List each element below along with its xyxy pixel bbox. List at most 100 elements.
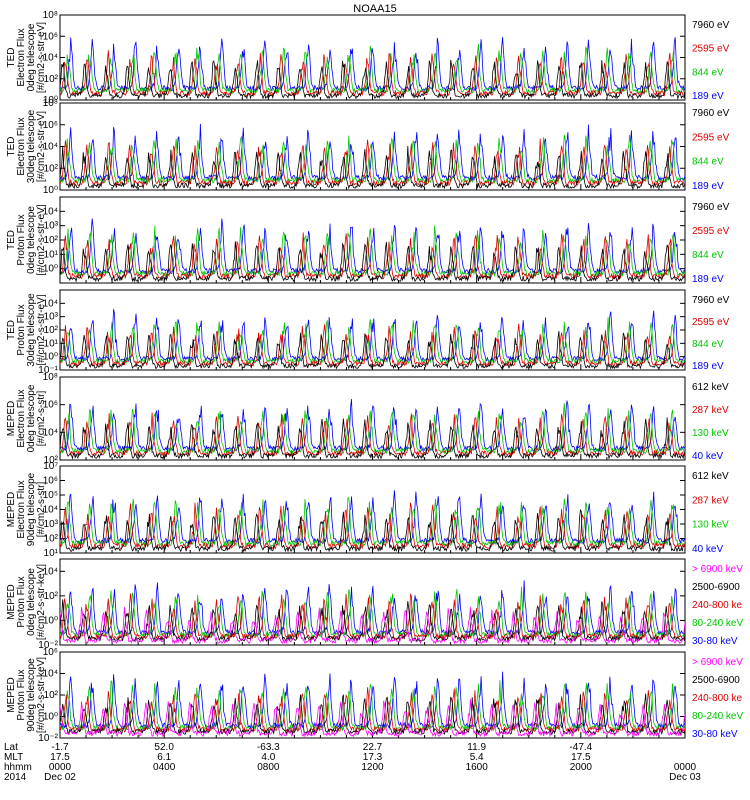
x-tick-label: Dec 02: [44, 772, 76, 783]
traces: [60, 490, 685, 553]
series-trace: [60, 497, 685, 548]
y-axis-label: 90deg telescope: [26, 658, 37, 732]
x-tick-label: 0000: [674, 762, 697, 773]
x-tick-label: 1600: [466, 762, 489, 773]
y-tick-label: 10³: [44, 312, 59, 323]
x-axis-row-label: MLT: [4, 752, 23, 763]
y-axis-label: Electron Flux: [16, 480, 27, 538]
legend-entry: 189 eV: [692, 361, 724, 372]
y-axis-label: [#/cm2-s-str-eV]: [36, 111, 47, 182]
y-axis-label: [#/cm2-s-str]: [36, 482, 47, 538]
y-axis-label: [#/cm2-s-str-keV]: [36, 564, 47, 640]
series-trace: [60, 508, 685, 553]
legend-entry: 130 keV: [692, 520, 729, 531]
y-tick-label: 10⁸: [43, 10, 58, 21]
y-axis-label: 90deg telescope: [26, 472, 37, 546]
x-tick-label: -63.3: [257, 742, 280, 753]
y-axis-label: MEPED: [6, 492, 17, 528]
y-axis-label: TED: [6, 320, 17, 340]
y-tick-label: 10⁰: [43, 185, 58, 196]
y-tick-label: 10⁴: [43, 566, 58, 577]
panel-6: 10¹ 10² 10³ 10⁴ 10⁵ 10⁶ 10⁷ MEPED Electron Flux 9…: [6, 461, 729, 559]
legend-entry: 189 eV: [692, 181, 724, 192]
y-tick-label: 10⁶: [43, 647, 58, 658]
legend-entry: 7960 eV: [692, 20, 730, 31]
y-tick-label: 10⁻²: [38, 640, 58, 651]
y-tick-label: 10²: [44, 534, 59, 545]
y-axis-label: MEPED: [6, 677, 17, 713]
panel-8: 10⁻² 10⁰ 10² 10⁴ 10⁶ MEPED Proton Flux 90deg te…: [6, 647, 743, 744]
y-axis-label: 0deg telescope: [26, 206, 37, 274]
series-trace: [60, 699, 685, 738]
y-axis-label: Proton Flux: [16, 214, 27, 265]
y-axis-label: MEPED: [6, 401, 17, 437]
legend-entry: 30-80 keV: [692, 636, 738, 647]
x-tick-label: 11.9: [467, 742, 486, 753]
y-tick-label: 10⁸: [43, 372, 58, 383]
y-tick-label: 10²: [44, 591, 59, 602]
y-tick-label: 10⁸: [43, 98, 58, 109]
x-tick-label: -1.7: [51, 742, 69, 753]
traces: [60, 399, 685, 460]
legend-entry: > 6900 keV: [692, 657, 743, 668]
y-tick-label: 10²: [44, 455, 59, 466]
y-axis-label: [#/cm2-s-str-keV]: [36, 657, 47, 733]
series-trace: [60, 134, 685, 185]
y-tick-label: 10²: [44, 163, 59, 174]
legend-entry: 130 keV: [692, 428, 729, 439]
series-trace: [60, 37, 685, 93]
panel-frame: [59, 196, 686, 284]
series-trace: [60, 218, 685, 275]
panel-4: 10⁻¹ 10⁰ 10¹ 10² 10³ 10⁴ TED Proton Flux 30deg t…: [6, 289, 730, 376]
series-trace: [60, 502, 685, 550]
y-tick-label: 10⁴: [43, 669, 58, 680]
panel-frame: [59, 651, 686, 739]
legend-entry: 2500-6900: [692, 582, 740, 593]
panel-5: 10² 10⁴ 10⁶ 10⁸ MEPED Electron Flux 0deg teles…: [6, 372, 729, 466]
y-tick-label: 10⁰: [43, 264, 58, 275]
y-tick-label: 10²: [44, 325, 59, 336]
y-tick-label: 10⁶: [43, 476, 58, 487]
x-tick-label: 4.0: [261, 752, 275, 763]
y-tick-label: 10⁷: [43, 461, 58, 472]
legend-entry: 2595 eV: [692, 44, 730, 55]
panel-2: 10⁰ 10² 10⁴ 10⁶ 10⁸ TED Electron Flux 30deg tel…: [6, 98, 730, 196]
y-axis-label: 0deg telescope: [26, 23, 37, 91]
traces: [60, 671, 685, 738]
y-tick-label: 10⁶: [43, 120, 58, 131]
y-axis-label: [#/cm2-s-str]: [36, 391, 47, 447]
legend-entry: 844 eV: [692, 67, 724, 78]
y-axis-label: 30deg telescope: [26, 109, 37, 183]
y-tick-label: 10²: [44, 74, 59, 85]
y-tick-label: 10³: [44, 221, 59, 232]
y-tick-label: 10⁻²: [38, 733, 58, 744]
legend-entry: 240-800 ke: [692, 693, 742, 704]
y-axis-label: [#/cm2-s-str-eV]: [36, 204, 47, 275]
panels: 10⁰ 10² 10⁴ 10⁶ 10⁸ TED Electron Flux 0deg tele…: [6, 10, 743, 744]
legend-entry: 844 eV: [692, 339, 724, 350]
y-tick-label: 10⁶: [43, 31, 58, 42]
legend-entry: 287 keV: [692, 405, 729, 416]
y-axis-label: Electron Flux: [16, 389, 27, 447]
y-axis-label: [#/cm2-s-str-eV]: [36, 22, 47, 93]
x-tick-label: 6.1: [157, 752, 171, 763]
legend-entry: 2595 eV: [692, 226, 730, 237]
legend-entry: 7960 eV: [692, 295, 730, 306]
series-trace: [60, 59, 685, 100]
legend-entry: 189 eV: [692, 91, 724, 102]
legend-entry: 7960 eV: [692, 202, 730, 213]
traces: [60, 218, 685, 283]
y-tick-label: 10⁴: [43, 53, 58, 64]
legend-entry: 612 keV: [692, 471, 729, 482]
legend-entry: 2500-6900: [692, 675, 740, 686]
y-axis-label: 0deg telescope: [26, 568, 37, 636]
panel-1: 10⁰ 10² 10⁴ 10⁶ 10⁸ TED Electron Flux 0deg tele…: [6, 10, 730, 106]
x-axis-row-label: Lat: [4, 742, 18, 753]
traces: [60, 580, 685, 645]
y-axis-label: Proton Flux: [16, 669, 27, 720]
legend-entry: 30-80 keV: [692, 729, 738, 740]
x-tick-label: 0400: [153, 762, 176, 773]
legend-entry: 80-240 keV: [692, 618, 743, 629]
